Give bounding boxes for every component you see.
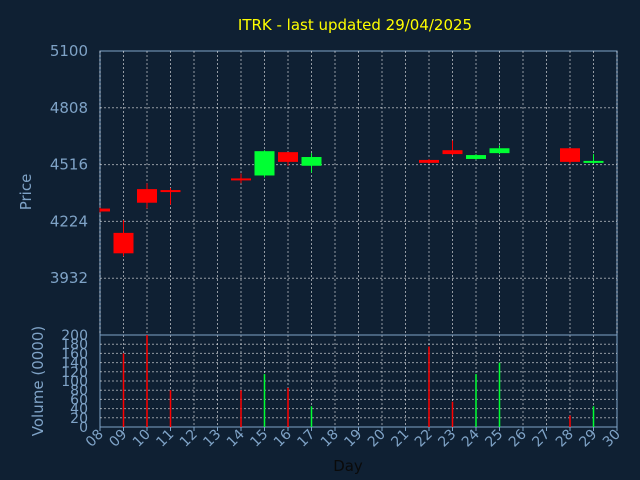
candle-24 [466,154,486,160]
candle-29 [583,154,604,164]
chart-title: ITRK - last updated 29/04/2025 [238,16,472,34]
volume-tick-label: 140 [61,356,88,372]
candle-28 [560,148,580,164]
price-panel: 3932 4224 4516 4808 5100 [50,42,618,336]
volume-bar-25 [498,362,501,427]
candle-body [160,190,181,193]
x-axis-label: Day [333,457,363,475]
candle-10 [137,183,157,209]
volume-tick-label: 120 [61,365,88,381]
candle-16 [278,152,298,166]
candle-body [466,155,486,159]
candle-body [489,148,510,154]
x-axis: 08 09 10 11 12 13 14 15 16 17 18 19 20 21 22 23 24 25 26 27… [83,426,624,450]
volume-tick-label: 40 [70,402,88,418]
candle-body [278,152,298,162]
candle-14 [231,173,251,184]
candle-22 [419,158,439,164]
price-tick-label: 4224 [50,212,88,230]
volume-bar-14 [240,390,242,427]
volume-bar-09 [122,353,125,427]
volume-tick-label: 80 [70,383,88,399]
volume-bar-23 [451,401,454,427]
volume-bar-16 [287,387,289,427]
price-tick-label: 5100 [50,42,88,60]
volume-tick-label: 180 [61,337,88,353]
price-tick-label: 4808 [50,99,88,117]
price-tick-label: 3932 [50,269,88,287]
price-tick-label: 4516 [50,156,88,174]
volume-bar-29 [592,406,595,427]
volume-tick-label: 200 [61,328,88,344]
candle-09 [113,220,134,257]
candle-body [231,178,251,181]
candle-17 [301,153,322,173]
volume-bar-22 [428,346,430,427]
candle-body [113,232,134,254]
candle-body [560,148,580,162]
candle-body [583,160,604,163]
volume-tick-label: 0 [79,420,88,436]
volume-bar-15 [263,374,266,427]
volume-bar-10 [146,335,148,427]
candle-body [419,159,439,163]
volume-bar-17 [310,406,313,427]
volume-bar-28 [569,415,571,427]
candle-body [254,151,275,176]
candle-body [442,150,463,155]
candle-15 [254,150,275,178]
candle-08 [99,207,110,213]
price-axis-label: Price [17,174,35,211]
volume-tick-label: 60 [70,392,88,408]
candle-25 [489,145,510,155]
volume-axis-label: Volume (0000) [29,326,47,436]
volume-tick-label: 160 [61,346,88,362]
candle-body [100,208,110,212]
volume-tick-label: 20 [70,411,88,427]
candle-23 [442,140,463,156]
volume-bar-24 [475,374,477,427]
candle-body [137,189,157,203]
candle-body [301,157,322,166]
volume-tick-label: 100 [61,374,88,390]
candle-11 [160,188,181,205]
volume-bar-11 [169,390,172,427]
